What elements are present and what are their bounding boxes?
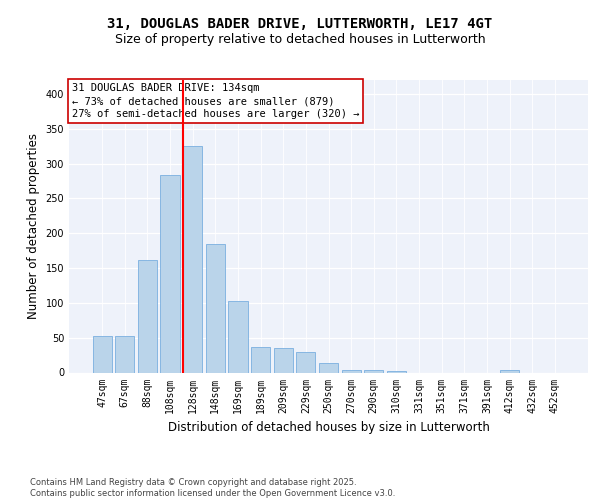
- Bar: [500, 370, 519, 372]
- Bar: [274, 348, 293, 372]
- Bar: [92, 336, 112, 372]
- Bar: [183, 146, 202, 372]
- X-axis label: Distribution of detached houses by size in Lutterworth: Distribution of detached houses by size …: [167, 421, 490, 434]
- Bar: [160, 176, 180, 372]
- Y-axis label: Number of detached properties: Number of detached properties: [27, 133, 40, 320]
- Bar: [296, 352, 316, 372]
- Bar: [115, 336, 134, 372]
- Bar: [251, 346, 270, 372]
- Bar: [229, 301, 248, 372]
- Bar: [341, 370, 361, 372]
- Bar: [387, 371, 406, 372]
- Bar: [364, 370, 383, 372]
- Text: Size of property relative to detached houses in Lutterworth: Size of property relative to detached ho…: [115, 32, 485, 46]
- Text: 31 DOUGLAS BADER DRIVE: 134sqm
← 73% of detached houses are smaller (879)
27% of: 31 DOUGLAS BADER DRIVE: 134sqm ← 73% of …: [71, 83, 359, 120]
- Bar: [319, 364, 338, 372]
- Bar: [206, 244, 225, 372]
- Text: 31, DOUGLAS BADER DRIVE, LUTTERWORTH, LE17 4GT: 31, DOUGLAS BADER DRIVE, LUTTERWORTH, LE…: [107, 18, 493, 32]
- Bar: [138, 260, 157, 372]
- Text: Contains HM Land Registry data © Crown copyright and database right 2025.
Contai: Contains HM Land Registry data © Crown c…: [30, 478, 395, 498]
